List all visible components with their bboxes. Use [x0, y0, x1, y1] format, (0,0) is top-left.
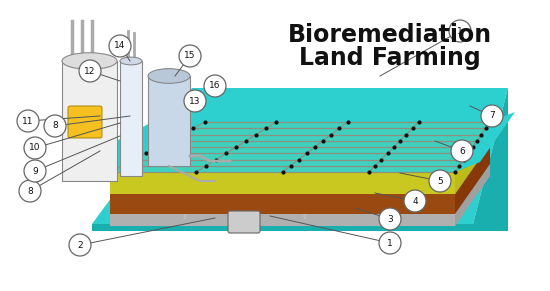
Circle shape: [429, 170, 451, 192]
Text: 16: 16: [209, 81, 221, 91]
Text: 1: 1: [457, 26, 463, 36]
Text: Bioremediation: Bioremediation: [288, 23, 492, 47]
Polygon shape: [110, 122, 490, 172]
Circle shape: [19, 180, 41, 202]
Circle shape: [379, 232, 401, 254]
Text: Land Farming: Land Farming: [299, 46, 481, 70]
Ellipse shape: [62, 53, 117, 69]
Text: 8: 8: [52, 122, 58, 130]
Circle shape: [17, 110, 39, 132]
Text: 9: 9: [32, 166, 38, 175]
FancyBboxPatch shape: [120, 61, 142, 176]
Circle shape: [449, 20, 471, 42]
Polygon shape: [110, 194, 455, 214]
Text: 13: 13: [189, 97, 201, 106]
Text: 4: 4: [412, 196, 418, 205]
Circle shape: [24, 137, 46, 159]
FancyBboxPatch shape: [68, 106, 102, 138]
Ellipse shape: [148, 69, 190, 83]
FancyBboxPatch shape: [148, 76, 190, 166]
Polygon shape: [110, 214, 455, 226]
Text: 6: 6: [459, 146, 465, 155]
Polygon shape: [455, 112, 515, 172]
Circle shape: [109, 35, 131, 57]
Text: 1: 1: [387, 239, 393, 248]
Text: 14: 14: [114, 42, 126, 51]
Circle shape: [451, 140, 473, 162]
Circle shape: [44, 115, 66, 137]
Text: 8: 8: [27, 187, 33, 196]
Circle shape: [184, 90, 206, 112]
FancyBboxPatch shape: [228, 211, 260, 233]
Polygon shape: [455, 144, 490, 214]
Ellipse shape: [120, 57, 142, 65]
Text: 10: 10: [29, 143, 41, 152]
Text: 2: 2: [77, 240, 83, 249]
Circle shape: [179, 45, 201, 67]
Text: 11: 11: [22, 116, 34, 125]
Circle shape: [79, 60, 101, 82]
Polygon shape: [110, 164, 490, 214]
Text: 15: 15: [184, 52, 196, 61]
Circle shape: [481, 105, 503, 127]
Circle shape: [69, 234, 91, 256]
Polygon shape: [110, 144, 490, 194]
Polygon shape: [455, 122, 490, 194]
Text: 5: 5: [437, 177, 443, 185]
Circle shape: [24, 160, 46, 182]
Polygon shape: [455, 164, 490, 226]
FancyBboxPatch shape: [62, 61, 117, 181]
Polygon shape: [110, 172, 455, 194]
Circle shape: [404, 190, 426, 212]
Text: 7: 7: [489, 111, 495, 120]
Polygon shape: [92, 224, 473, 231]
Circle shape: [204, 75, 226, 97]
Polygon shape: [473, 88, 508, 231]
Polygon shape: [110, 122, 490, 172]
Text: 3: 3: [387, 214, 393, 223]
Polygon shape: [92, 88, 508, 224]
Circle shape: [379, 208, 401, 230]
Text: 12: 12: [84, 67, 96, 75]
Polygon shape: [80, 110, 205, 172]
